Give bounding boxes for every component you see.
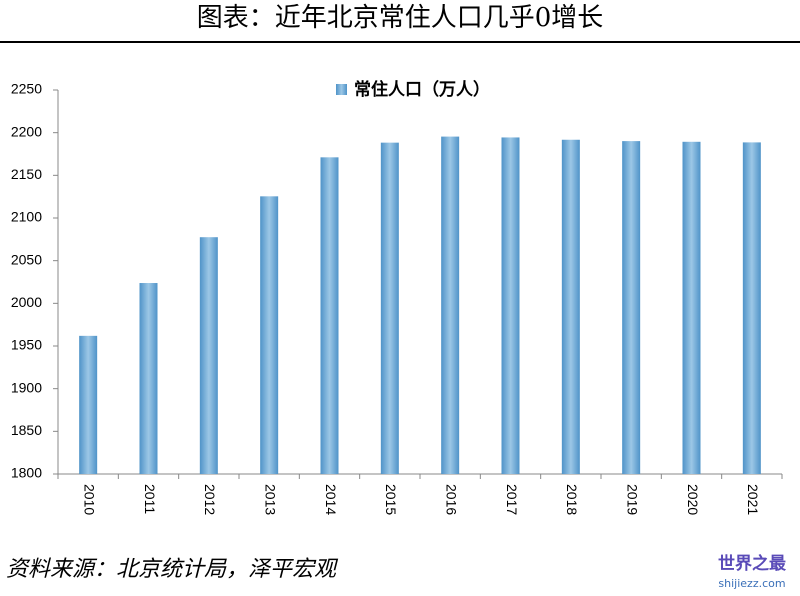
source-note: 资料来源：北京统计局，泽平宏观: [6, 557, 339, 582]
y-tick-label: 1850: [11, 422, 42, 438]
chart-title: 图表：近年北京常住人口几乎0增长: [197, 3, 604, 33]
bar: [260, 196, 279, 475]
y-tick-label: 1800: [11, 465, 42, 481]
bar: [79, 335, 98, 474]
bar: [622, 141, 641, 474]
y-tick-label: 2250: [11, 81, 42, 97]
x-tick-label: 2010: [81, 484, 97, 515]
x-tick-label: 2012: [202, 484, 218, 515]
y-tick-label: 1900: [11, 379, 42, 395]
bar: [139, 283, 158, 474]
bar: [682, 141, 701, 474]
y-tick-label: 2000: [11, 294, 42, 310]
x-tick-label: 2015: [383, 484, 399, 515]
bar: [561, 139, 580, 474]
y-tick-label: 2150: [11, 166, 42, 182]
y-tick-label: 2200: [11, 123, 42, 139]
bar: [441, 136, 460, 475]
watermark-name: 世界之最: [718, 553, 787, 574]
x-tick-label: 2016: [443, 484, 459, 515]
x-tick-label: 2014: [323, 484, 339, 515]
legend-swatch: [336, 84, 347, 95]
watermark-url: shijiezz.com: [718, 577, 785, 590]
bar: [501, 137, 520, 475]
x-tick-label: 2019: [624, 484, 640, 515]
legend-label: 常住人口（万人）: [354, 79, 490, 100]
x-tick-label: 2021: [745, 484, 761, 515]
bar: [742, 142, 761, 475]
y-tick-label: 2050: [11, 251, 42, 267]
bar: [199, 237, 218, 474]
y-tick-label: 2100: [11, 209, 42, 225]
x-tick-label: 2017: [504, 484, 520, 515]
y-tick-label: 1950: [11, 337, 42, 353]
x-tick-label: 2011: [142, 484, 158, 514]
x-tick-label: 2020: [685, 484, 701, 515]
bar: [320, 157, 339, 474]
x-tick-label: 2013: [262, 484, 278, 515]
x-tick-label: 2018: [564, 484, 580, 515]
bar: [380, 142, 399, 474]
